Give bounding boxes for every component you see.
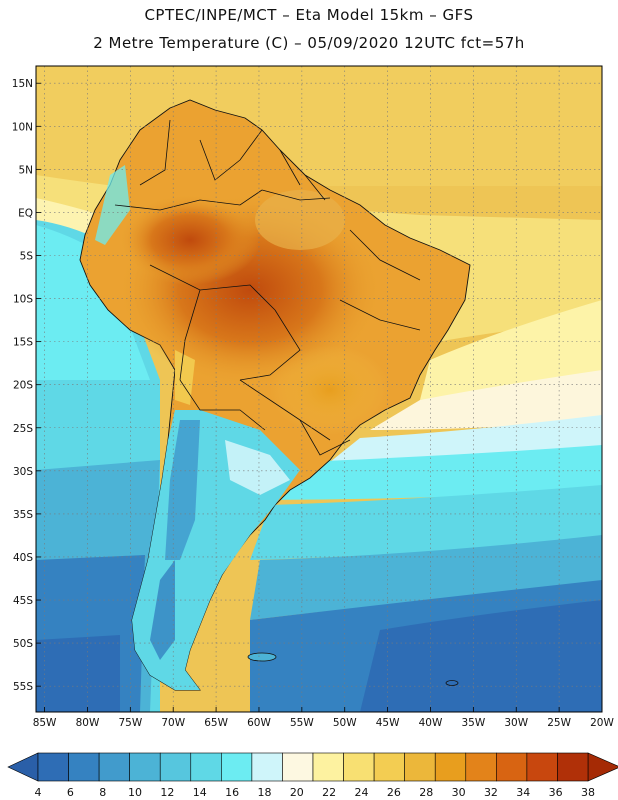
- colorbar-labels: 4 6 8 10 12 14 16 18 20 22 24 26 28 30 32 34 36 38: [35, 786, 596, 799]
- colorbar-swatch: [465, 752, 497, 782]
- amazon-river-zone: [255, 190, 345, 250]
- atlantic-band-22: [370, 370, 602, 430]
- colorbar-swatch: [373, 752, 405, 782]
- hot-core-west: [120, 195, 260, 285]
- latitude-axis: 15N 10N 5N EQ 5S 10S 15S 20S 25S 30S 35S 40S 45S 50S 5…: [12, 78, 41, 693]
- lat-tick-label: 15S: [13, 337, 33, 349]
- lon-tick-label: 55W: [290, 717, 314, 729]
- colorbar-swatch: [557, 752, 589, 782]
- lat-tick-label: 55S: [13, 681, 33, 693]
- colorbar-swatch: [282, 752, 314, 782]
- colorbar-label: 6: [67, 786, 74, 799]
- colorbar-swatch: [434, 752, 467, 782]
- longitude-axis: 85W 80W 75W 70W 65W 60W 55W 50W 45W 40W 35W 30W 25W 2…: [33, 707, 614, 729]
- colorbar-swatch: [159, 752, 192, 782]
- colorbar-label: 16: [225, 786, 239, 799]
- pacific-band-4: [36, 635, 120, 712]
- lon-tick-label: 80W: [76, 717, 100, 729]
- lat-tick-label: 15N: [12, 78, 33, 90]
- lat-tick-label: 45S: [13, 595, 33, 607]
- colorbar-label: 30: [452, 786, 466, 799]
- lon-tick-label: 70W: [161, 717, 185, 729]
- lon-tick-label: 40W: [419, 717, 443, 729]
- lat-tick-label: 50S: [13, 638, 33, 650]
- colorbar-label: 8: [99, 786, 106, 799]
- lat-tick-label: EQ: [18, 207, 33, 219]
- colorbar-label: 18: [257, 786, 271, 799]
- map-frame: [35, 65, 603, 713]
- lon-tick-label: 45W: [376, 717, 400, 729]
- lon-tick-label: 35W: [461, 717, 485, 729]
- colorbar-swatch: [37, 752, 69, 782]
- lat-tick-label: 20S: [13, 380, 33, 392]
- patagonia-cold: [150, 560, 175, 660]
- colorbar-label: 12: [160, 786, 174, 799]
- colorbar-label: 26: [387, 786, 401, 799]
- atlantic-band-4: [360, 600, 602, 712]
- colorbar-swatch: [526, 752, 558, 782]
- lat-tick-label: 5N: [18, 164, 33, 176]
- map-title-line2: 2 Metre Temperature (C) – 05/09/2020 12U…: [93, 34, 525, 52]
- south-georgia: [445, 680, 459, 686]
- colorbar-swatch: [404, 752, 436, 782]
- map-title-line1: CPTEC/INPE/MCT – Eta Model 15km – GFS: [144, 6, 474, 24]
- colorbar-swatch: [68, 752, 100, 782]
- colorbar-swatch: [221, 752, 253, 782]
- lat-tick-label: 10S: [13, 294, 33, 306]
- chaco-warm: [175, 350, 195, 405]
- colorbar-left-arrow: [7, 752, 39, 782]
- lon-tick-label: 25W: [547, 717, 571, 729]
- andes-cold: [165, 420, 200, 560]
- lon-tick-label: 65W: [204, 717, 228, 729]
- lat-tick-label: 40S: [13, 552, 33, 564]
- colorbar-right-arrow: [587, 752, 618, 782]
- colorbar-label: 22: [322, 786, 336, 799]
- colorbar-swatch: [496, 752, 528, 782]
- lat-tick-label: 5S: [20, 250, 34, 262]
- map-field: [36, 66, 602, 712]
- lat-tick-label: 25S: [13, 423, 33, 435]
- colorbar-swatch: [251, 752, 283, 782]
- falkland-islands: [247, 652, 277, 662]
- atlantic-band-14: [250, 485, 602, 560]
- pacific-band-16: [36, 225, 150, 380]
- lon-tick-label: 20W: [590, 717, 614, 729]
- colorbar-label: 10: [128, 786, 142, 799]
- lon-tick-label: 50W: [333, 717, 357, 729]
- lon-tick-label: 30W: [504, 717, 528, 729]
- colorbar-label: 36: [549, 786, 563, 799]
- lon-tick-label: 60W: [247, 717, 271, 729]
- colorbar-swatches: [37, 752, 589, 782]
- colorbar-swatch: [343, 752, 375, 782]
- atlantic-band-12: [250, 535, 602, 620]
- lon-tick-label: 75W: [118, 717, 142, 729]
- country-borders: [114, 119, 421, 456]
- lon-tick-label: 85W: [33, 717, 57, 729]
- colorbar-label: 38: [581, 786, 595, 799]
- colorbar-label: 34: [516, 786, 530, 799]
- colorbar-label: 24: [355, 786, 369, 799]
- colorbar-label: 20: [290, 786, 304, 799]
- colorbar-label: 14: [193, 786, 207, 799]
- colorbar-label: 4: [35, 786, 42, 799]
- colorbar-swatch: [129, 752, 161, 782]
- andes-north-cool: [95, 165, 130, 245]
- warm-core-south: [270, 345, 390, 435]
- lat-tick-label: 10N: [12, 121, 33, 133]
- lat-tick-label: 30S: [13, 466, 33, 478]
- colorbar-swatch: [312, 752, 344, 782]
- colorbar-swatch: [190, 752, 222, 782]
- colorbar-label: 32: [484, 786, 498, 799]
- colorbar-label: 28: [419, 786, 433, 799]
- pampas-cool: [225, 440, 290, 495]
- colorbar: 4 6 8 10 12 14 16 18 20 22 24 26 28 30 32 34 36 38: [7, 752, 618, 799]
- atlantic-band-24: [420, 300, 602, 400]
- colorbar-swatch: [98, 752, 130, 782]
- lat-tick-label: 35S: [13, 509, 33, 521]
- atlantic-band-16: [240, 445, 602, 500]
